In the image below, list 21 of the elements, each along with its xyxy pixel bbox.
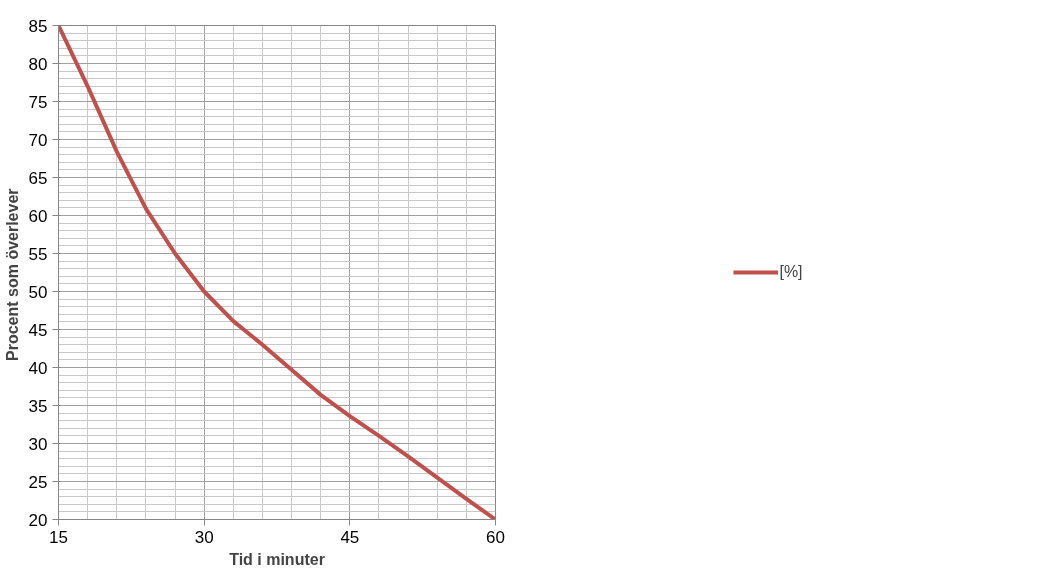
y-tick-label: 85 — [28, 16, 48, 36]
legend-label: [%] — [779, 263, 803, 281]
y-tick-label: 75 — [28, 92, 48, 112]
y-tick-label: 65 — [28, 168, 48, 188]
y-tick-label: 35 — [28, 396, 48, 416]
y-tick-label: 55 — [28, 244, 48, 264]
x-tick-label: 15 — [49, 527, 68, 547]
y-tick-label: 25 — [28, 472, 48, 492]
x-tick-label: 60 — [486, 527, 505, 547]
y-tick-label: 50 — [28, 282, 48, 302]
x-tick-label: 45 — [340, 527, 360, 547]
y-tick-label: 40 — [28, 358, 48, 378]
x-tick-label: 30 — [194, 527, 214, 547]
y-tick-label: 60 — [28, 206, 48, 226]
y-tick-label: 20 — [28, 510, 48, 530]
y-axis-title: Procent som överlever — [3, 188, 21, 361]
y-tick-label: 45 — [28, 320, 48, 340]
y-tick-label: 70 — [28, 130, 48, 150]
y-tick-label: 80 — [28, 54, 48, 74]
x-axis-title: Tid i minuter — [229, 550, 325, 568]
y-tick-label: 30 — [28, 434, 48, 454]
